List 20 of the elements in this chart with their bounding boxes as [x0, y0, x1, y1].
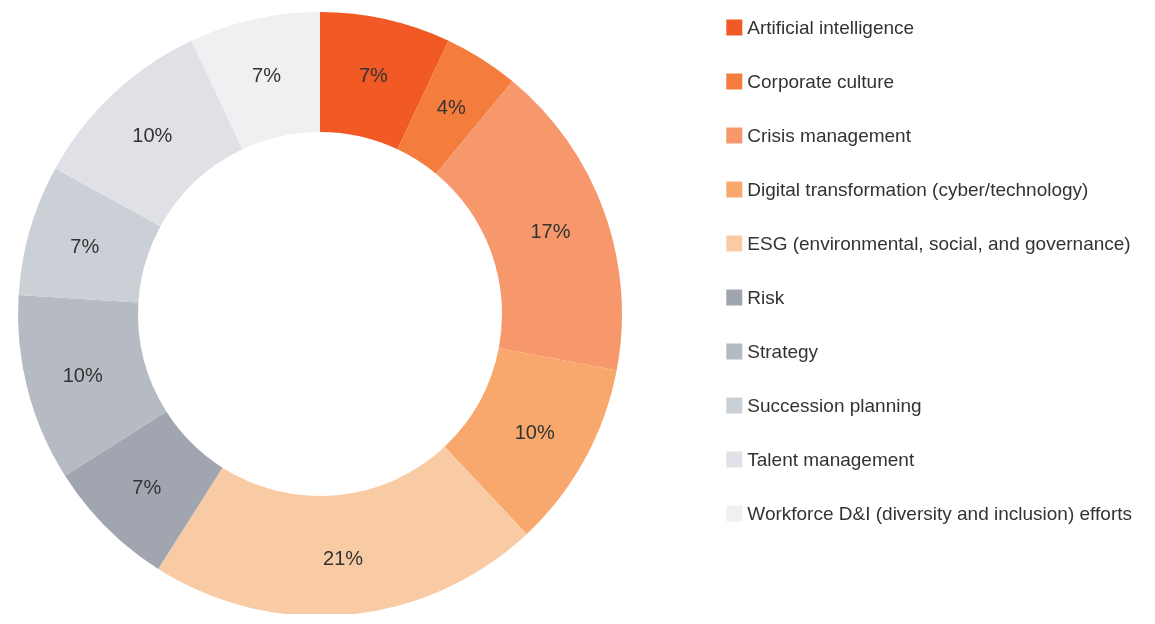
legend-label: Succession planning [747, 395, 922, 416]
data-label: 7% [70, 234, 100, 257]
legend-label: Digital transformation (cyber/technology) [747, 179, 1089, 200]
legend-label: Risk [747, 287, 785, 308]
legend-label: ESG (environmental, social, and governance) [747, 233, 1131, 254]
data-label: 7% [132, 476, 162, 499]
data-label: 7% [358, 63, 389, 86]
data-label: 10% [514, 421, 555, 444]
legend-label: Talent management [747, 449, 915, 470]
data-label: 21% [323, 546, 364, 569]
legend-label: Workforce D&I (diversity and inclusion) efforts [747, 503, 1133, 524]
data-label: 7% [252, 63, 282, 86]
legend-label: Crisis management [747, 125, 912, 146]
data-label: 17% [530, 220, 571, 243]
legend-label: Artificial intelligence [747, 17, 915, 38]
legend-label: Strategy [747, 341, 819, 362]
data-label: 4% [436, 96, 466, 119]
data-label: 10% [132, 124, 173, 147]
legend-label: Corporate culture [747, 71, 895, 92]
data-label: 10% [62, 363, 103, 386]
